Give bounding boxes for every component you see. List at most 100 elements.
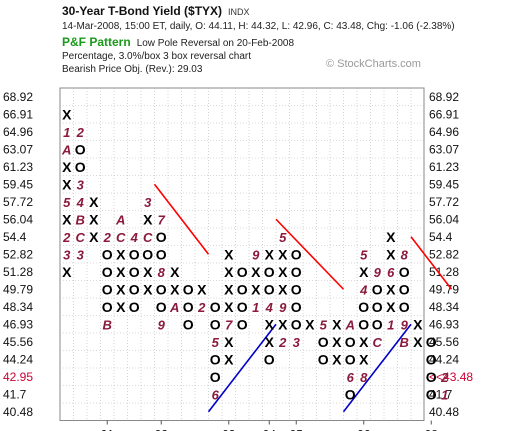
x-box: X [170, 264, 180, 280]
o-box: O [399, 299, 410, 315]
month-marker: 4 [76, 195, 85, 210]
o-box: O [345, 386, 356, 402]
pattern-label: P&F Pattern [62, 35, 131, 49]
month-marker: 9 [401, 317, 409, 332]
o-box: O [237, 281, 248, 297]
x-box: X [143, 281, 153, 297]
o-box: O [372, 299, 383, 315]
left-price-label: 42.95 [3, 370, 33, 384]
month-marker: 6 [387, 265, 395, 280]
month-marker: A [115, 212, 125, 227]
right-price-label: 41.7 [429, 387, 453, 401]
x-box: X [265, 246, 275, 262]
o-box: O [183, 316, 194, 332]
month-marker: 7 [225, 317, 233, 332]
bullish-trendline [342, 323, 412, 413]
o-box: O [291, 299, 302, 315]
right-price-label: 45.56 [429, 335, 459, 349]
x-box: X [224, 351, 234, 367]
current-price-label: <<43.48 [429, 370, 473, 384]
x-box: X [224, 299, 234, 315]
x-box: X [265, 334, 275, 350]
o-box: O [183, 281, 194, 297]
x-box: X [265, 316, 275, 332]
o-box: O [291, 316, 302, 332]
chart-title: 30-Year T-Bond Yield ($TYX) INDX [62, 4, 250, 18]
left-price-label: 51.28 [3, 265, 33, 279]
o-box: O [399, 281, 410, 297]
x-box: X [116, 246, 126, 262]
month-marker: C [373, 335, 383, 350]
o-box: O [291, 264, 302, 280]
left-price-label: 64.96 [3, 125, 33, 139]
year-label: 03 [222, 428, 236, 431]
o-box: O [102, 246, 113, 262]
x-box: X [359, 264, 369, 280]
month-marker: B [103, 317, 112, 332]
x-box: X [62, 159, 72, 175]
scale-line: Percentage, 3.0%/box 3 box reversal char… [62, 51, 251, 62]
month-marker: 4 [359, 282, 368, 297]
month-marker: 2 [62, 230, 71, 245]
o-box: O [358, 316, 369, 332]
left-price-label: 57.72 [3, 195, 33, 209]
o-box: O [264, 264, 275, 280]
x-box: X [251, 264, 261, 280]
right-price-label: 40.48 [429, 405, 459, 419]
month-marker: 2 [197, 300, 206, 315]
o-box: O [318, 334, 329, 350]
right-price-label: 48.34 [429, 300, 459, 314]
right-price-label: 56.04 [429, 212, 459, 226]
o-box: O [75, 159, 86, 175]
pattern-value: Low Pole Reversal on 20-Feb-2008 [136, 38, 295, 49]
year-label: 08 [425, 428, 439, 431]
left-price-label: 45.56 [3, 335, 33, 349]
month-marker: 3 [77, 247, 85, 262]
x-box: X [359, 351, 369, 367]
month-marker: 3 [144, 195, 152, 210]
o-box: O [156, 281, 167, 297]
year-label: 04 [263, 428, 277, 431]
month-marker: A [169, 300, 179, 315]
right-price-label: 59.45 [429, 177, 459, 191]
left-price-label: 66.91 [3, 107, 33, 121]
o-box: O [345, 351, 356, 367]
x-box: X [413, 334, 423, 350]
month-marker: 3 [63, 247, 71, 262]
year-label: 06 [357, 428, 371, 431]
o-box: O [318, 351, 329, 367]
x-box: X [62, 106, 72, 122]
o-box: O [264, 281, 275, 297]
objective-line: Bearish Price Obj. (Rev.): 29.03 [62, 64, 203, 75]
o-box: O [210, 316, 221, 332]
x-box: X [62, 211, 72, 227]
bearish-trendline [153, 183, 210, 255]
x-box: X [332, 316, 342, 332]
o-box: O [426, 351, 437, 367]
o-box: O [237, 264, 248, 280]
x-box: X [386, 229, 396, 245]
o-box: O [183, 299, 194, 315]
year-label: 02 [155, 428, 169, 431]
right-price-label: 61.23 [429, 160, 459, 174]
x-box: X [224, 264, 234, 280]
exchange-label: INDX [228, 7, 250, 17]
o-box: O [426, 334, 437, 350]
x-box: X [197, 281, 207, 297]
o-box: O [129, 299, 140, 315]
o-box: O [156, 299, 167, 315]
month-marker: B [400, 335, 409, 350]
month-marker: 5 [279, 230, 287, 245]
month-marker: C [143, 230, 153, 245]
right-price-label: 63.07 [429, 142, 459, 156]
month-marker: 5 [63, 195, 71, 210]
x-box: X [386, 299, 396, 315]
bearish-trendline [410, 236, 453, 290]
month-marker: 5 [360, 247, 368, 262]
left-price-label: 61.23 [3, 160, 33, 174]
o-box: O [129, 264, 140, 280]
month-marker: C [76, 230, 86, 245]
month-marker: 1 [63, 125, 70, 140]
x-box: X [224, 281, 234, 297]
month-marker: 1 [387, 317, 394, 332]
